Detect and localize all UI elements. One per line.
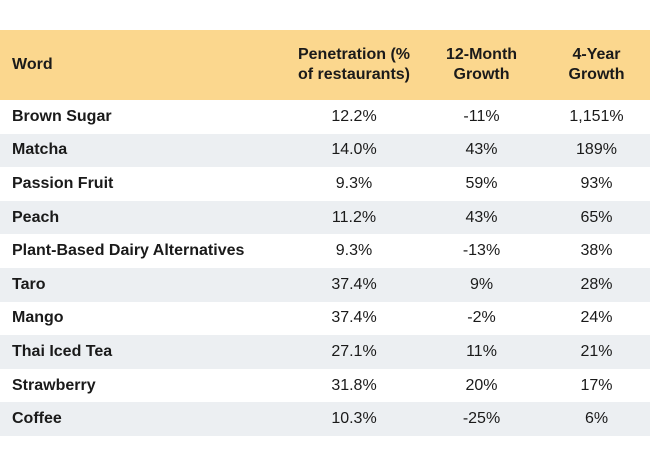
table-body: Brown Sugar 12.2% -11% 1,151% Matcha 14.0% 43%… xyxy=(0,100,650,436)
twelve-month-growth-cell: 43% xyxy=(420,200,543,235)
word-cell: Thai Iced Tea xyxy=(0,335,288,369)
twelve-month-growth-cell: 43% xyxy=(420,133,543,168)
word-cell: Brown Sugar xyxy=(0,100,288,134)
four-year-growth-cell: 65% xyxy=(543,200,650,235)
word-cell: Mango xyxy=(0,301,288,336)
penetration-cell: 31.8% xyxy=(288,368,420,403)
word-cell: Coffee xyxy=(0,402,288,436)
table-row: Thai Iced Tea 27.1% 11% 21% xyxy=(0,335,650,369)
twelve-month-growth-cell: 20% xyxy=(420,368,543,403)
penetration-cell: 14.0% xyxy=(288,133,420,168)
twelve-month-growth-cell: -11% xyxy=(420,100,543,134)
four-year-growth-cell: 28% xyxy=(543,267,650,302)
twelve-month-growth-cell: 59% xyxy=(420,167,543,201)
four-year-growth-cell: 93% xyxy=(543,167,650,201)
table-row: Peach 11.2% 43% 65% xyxy=(0,200,650,235)
four-year-growth-cell: 17% xyxy=(543,368,650,403)
four-year-growth-cell: 38% xyxy=(543,234,650,268)
penetration-cell: 9.3% xyxy=(288,167,420,201)
four-year-growth-cell: 1,151% xyxy=(543,100,650,134)
twelve-month-growth-cell: -2% xyxy=(420,301,543,336)
table-row: Matcha 14.0% 43% 189% xyxy=(0,133,650,168)
table-row: Coffee 10.3% -25% 6% xyxy=(0,402,650,436)
header-row: Word Penetration (% of restaurants) 12-M… xyxy=(0,30,650,100)
twelve-month-growth-cell: 9% xyxy=(420,267,543,302)
table-row: Passion Fruit 9.3% 59% 93% xyxy=(0,167,650,201)
penetration-cell: 9.3% xyxy=(288,234,420,268)
four-year-growth-cell: 24% xyxy=(543,301,650,336)
twelve-month-growth-cell: -25% xyxy=(420,402,543,436)
table-row: Plant-Based Dairy Alternatives 9.3% -13% 38… xyxy=(0,234,650,268)
column-header-word: Word xyxy=(0,30,288,100)
twelve-month-growth-cell: -13% xyxy=(420,234,543,268)
column-header-12-month-growth: 12-Month Growth xyxy=(420,30,543,100)
word-cell: Peach xyxy=(0,200,288,235)
penetration-cell: 27.1% xyxy=(288,335,420,369)
word-cell: Plant-Based Dairy Alternatives xyxy=(0,234,288,268)
penetration-cell: 37.4% xyxy=(288,301,420,336)
data-table-container: Word Penetration (% of restaurants) 12-M… xyxy=(0,30,650,436)
table-row: Taro 37.4% 9% 28% xyxy=(0,267,650,302)
column-header-4-year-growth: 4-Year Growth xyxy=(543,30,650,100)
four-year-growth-cell: 189% xyxy=(543,133,650,168)
column-header-penetration: Penetration (% of restaurants) xyxy=(288,30,420,100)
word-cell: Taro xyxy=(0,267,288,302)
penetration-cell: 12.2% xyxy=(288,100,420,134)
word-cell: Strawberry xyxy=(0,368,288,403)
table-row: Brown Sugar 12.2% -11% 1,151% xyxy=(0,100,650,134)
penetration-cell: 37.4% xyxy=(288,267,420,302)
penetration-cell: 10.3% xyxy=(288,402,420,436)
table-row: Strawberry 31.8% 20% 17% xyxy=(0,368,650,403)
four-year-growth-cell: 21% xyxy=(543,335,650,369)
word-cell: Matcha xyxy=(0,133,288,168)
four-year-growth-cell: 6% xyxy=(543,402,650,436)
twelve-month-growth-cell: 11% xyxy=(420,335,543,369)
table-row: Mango 37.4% -2% 24% xyxy=(0,301,650,336)
word-cell: Passion Fruit xyxy=(0,167,288,201)
growth-table: Word Penetration (% of restaurants) 12-M… xyxy=(0,30,650,436)
penetration-cell: 11.2% xyxy=(288,200,420,235)
